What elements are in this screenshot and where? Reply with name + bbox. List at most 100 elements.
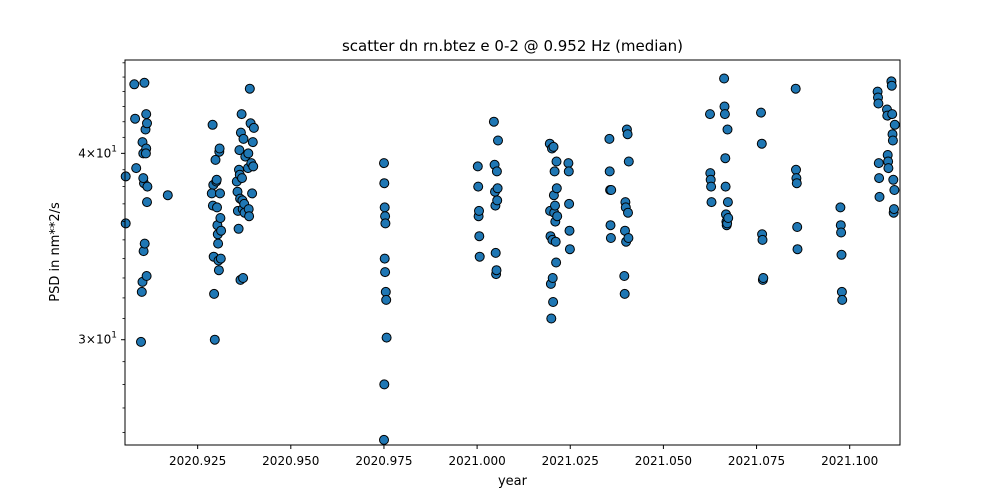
data-point (604, 133, 615, 144)
data-point (136, 286, 147, 297)
data-point (563, 166, 574, 177)
data-point (835, 202, 846, 213)
data-point (142, 118, 152, 129)
data-point (551, 156, 562, 167)
data-point (888, 174, 899, 185)
data-point (491, 265, 502, 276)
data-point (605, 220, 616, 231)
data-point (552, 211, 563, 222)
data-point (719, 73, 730, 84)
data-point (490, 247, 501, 258)
data-point (719, 109, 730, 120)
data-point (623, 207, 633, 218)
data-point (129, 79, 140, 90)
data-point (622, 129, 633, 140)
data-point (889, 119, 900, 130)
data-point (606, 185, 617, 195)
plot-area (120, 59, 901, 446)
data-point (493, 135, 503, 146)
data-point (564, 225, 575, 236)
data-point (623, 156, 634, 167)
data-point (705, 109, 715, 120)
data-point (488, 116, 499, 127)
data-point (131, 163, 142, 174)
data-point (473, 181, 484, 192)
data-point (873, 98, 884, 109)
data-point (139, 77, 150, 88)
data-point (207, 119, 218, 130)
data-point (140, 148, 151, 159)
data-point (550, 236, 561, 247)
data-point (142, 181, 153, 192)
data-point (472, 161, 483, 172)
data-point (215, 188, 225, 199)
data-point (210, 154, 221, 165)
data-point (380, 267, 391, 278)
data-point (720, 181, 731, 192)
data-point (238, 273, 249, 283)
data-point (379, 434, 389, 445)
data-point (247, 137, 258, 148)
data-point (836, 227, 847, 238)
data-point (213, 238, 224, 249)
data-point (623, 233, 634, 243)
x-tick-label: 2021.100 (821, 454, 878, 468)
data-point (120, 218, 131, 229)
data-point (130, 113, 141, 124)
data-point (546, 313, 557, 324)
data-point (564, 244, 575, 255)
data-point (162, 190, 173, 201)
data-point (248, 161, 259, 172)
data-point (720, 153, 731, 164)
data-point (136, 336, 146, 347)
data-point (216, 225, 227, 236)
data-point (141, 109, 152, 120)
data-point (474, 251, 485, 262)
data-point (206, 188, 217, 199)
data-point (243, 148, 254, 159)
data-point (236, 109, 247, 120)
data-point (549, 166, 560, 177)
data-point (248, 122, 259, 133)
data-point (564, 198, 575, 209)
data-point (873, 158, 884, 169)
data-point (551, 257, 562, 268)
data-point (756, 107, 766, 118)
data-point (758, 273, 769, 283)
data-point (604, 166, 615, 177)
y-axis-label: PSD in nm**2/s (48, 202, 63, 302)
x-tick-label: 2020.975 (355, 454, 412, 468)
data-point (244, 211, 255, 222)
data-point (379, 158, 389, 169)
data-point (138, 173, 149, 184)
data-point (492, 195, 503, 206)
data-point (619, 288, 630, 299)
data-point (212, 202, 222, 213)
data-point (379, 379, 390, 390)
data-points (120, 73, 900, 445)
data-point (563, 158, 574, 169)
data-point (791, 164, 801, 175)
data-point (380, 218, 391, 229)
data-point (757, 234, 768, 245)
data-point (491, 166, 502, 177)
data-point (381, 332, 392, 343)
data-point (887, 109, 898, 120)
data-point (874, 191, 885, 202)
data-point (605, 233, 616, 243)
data-point (379, 178, 390, 189)
data-point (792, 222, 803, 232)
data-point (874, 173, 885, 184)
data-point (548, 141, 559, 152)
x-tick-label: 2021.050 (635, 454, 692, 468)
x-axis-label: year (498, 474, 528, 489)
data-point (233, 223, 244, 234)
data-point (886, 80, 897, 91)
data-point (215, 253, 226, 264)
data-point (142, 197, 152, 208)
data-point (209, 288, 220, 299)
data-point (550, 200, 560, 211)
x-tick-label: 2021.075 (728, 454, 785, 468)
data-point (474, 205, 484, 216)
